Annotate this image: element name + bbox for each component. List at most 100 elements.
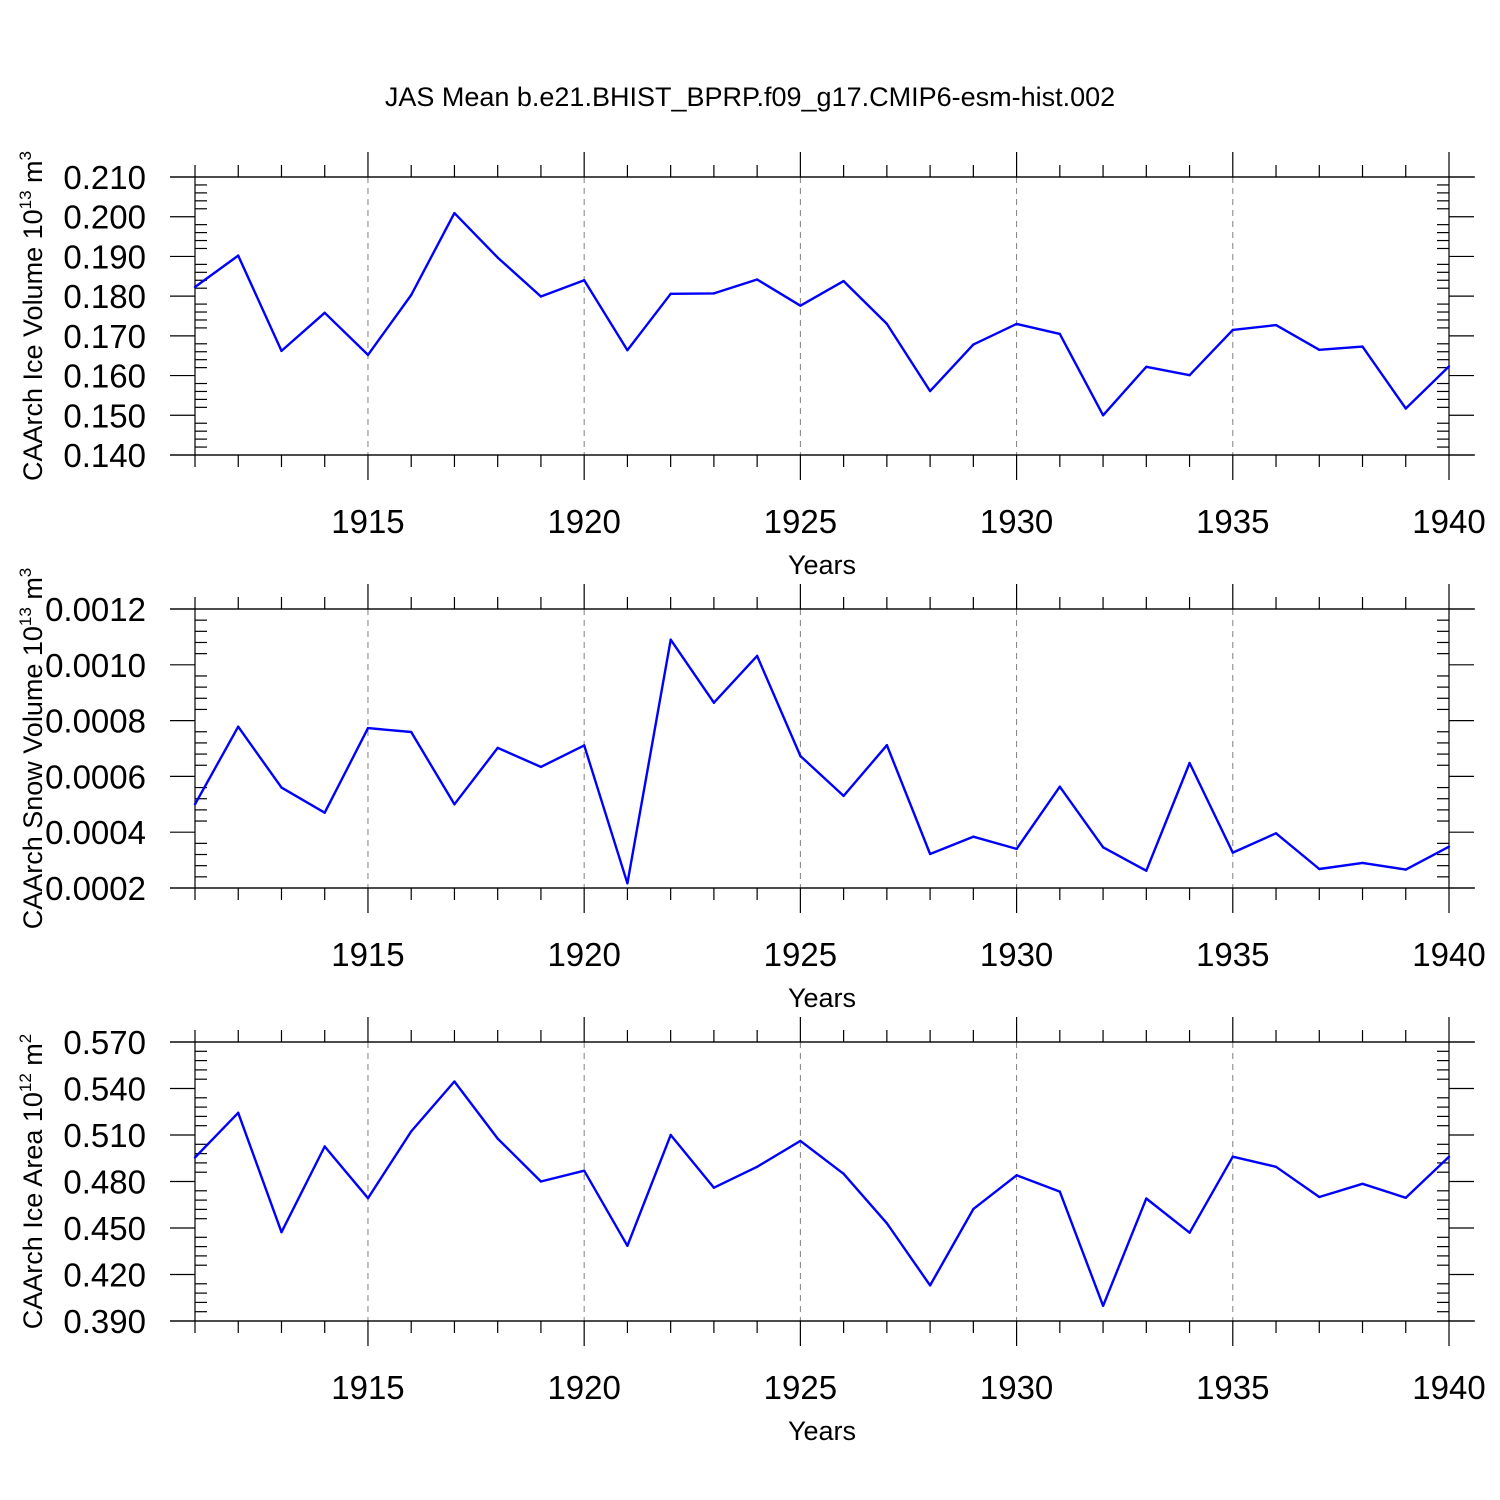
x-tick-label: 1930 <box>980 503 1053 540</box>
data-point <box>972 835 975 838</box>
series-line <box>194 1080 1450 1308</box>
data-point <box>885 322 889 326</box>
y-tick-label: 0.0004 <box>45 814 146 851</box>
data-point <box>1447 845 1451 848</box>
data-point <box>453 1080 456 1083</box>
x-tick-label: 1930 <box>980 1369 1053 1406</box>
x-tick-label: 1920 <box>547 1369 620 1406</box>
data-point <box>280 349 283 353</box>
data-point <box>193 285 197 289</box>
y-tick-label: 0.150 <box>63 397 146 434</box>
data-point <box>1101 846 1105 849</box>
data-point <box>1404 1196 1407 1199</box>
data-point <box>582 279 586 282</box>
y-tick-label: 0.390 <box>63 1303 146 1340</box>
y-tick-label: 0.140 <box>63 437 146 474</box>
y-tick-label: 0.170 <box>63 318 146 355</box>
data-point <box>1101 414 1105 417</box>
data-point <box>1274 323 1278 327</box>
x-axis-title: Years <box>788 983 856 1013</box>
data-point <box>1145 869 1148 872</box>
panel-1: 0.1400.1500.1600.1700.1800.1900.2000.210… <box>16 151 1486 580</box>
data-point <box>1058 332 1062 336</box>
data-point <box>410 1130 413 1133</box>
data-point <box>323 311 326 315</box>
plot-frame <box>194 608 1450 889</box>
data-point <box>1361 1182 1364 1186</box>
data-point <box>885 743 889 747</box>
data-point <box>1231 851 1234 854</box>
data-point <box>1404 407 1407 410</box>
data-point <box>842 794 845 798</box>
data-point <box>1188 1231 1191 1234</box>
panel-3: 0.390 0.420 0.450 0.480 0.510 0.540 0.570 1915 1… <box>16 1017 1486 1446</box>
x-tick-label: 1915 <box>331 503 404 540</box>
data-point <box>539 765 543 769</box>
x-tick-label: 1940 <box>1412 503 1485 540</box>
data-point <box>1145 1197 1148 1200</box>
x-axis-title: Years <box>788 550 856 580</box>
x-tick-label: 1920 <box>547 936 620 973</box>
data-point <box>626 1244 629 1248</box>
data-point <box>1231 328 1234 332</box>
data-point <box>1318 348 1321 351</box>
y-tick-label: 0.480 <box>63 1164 146 1201</box>
data-point <box>582 744 586 747</box>
y-tick-label: 0.0008 <box>45 703 146 740</box>
data-point <box>1274 1165 1278 1168</box>
data-point <box>280 786 283 789</box>
y-tick-label: 0.160 <box>63 358 146 395</box>
data-point <box>366 1197 370 1200</box>
x-tick-label: 1935 <box>1196 503 1269 540</box>
data-point <box>496 746 499 750</box>
data-point <box>582 1169 586 1172</box>
data-point <box>237 725 240 728</box>
data-point <box>712 701 716 704</box>
data-point <box>1361 345 1364 348</box>
data-point <box>669 1133 672 1137</box>
y-tick-label: 0.510 <box>63 1117 146 1154</box>
x-axis-title: Years <box>788 1416 856 1446</box>
data-point <box>453 211 456 215</box>
panel-2: 0.0002 0.0004 0.0006 0.0008 0.0010 0.0012 1915… <box>16 568 1486 1013</box>
y-tick-label: 0.0010 <box>45 647 146 684</box>
data-point <box>1447 1155 1451 1158</box>
x-tick-label: 1940 <box>1412 936 1485 973</box>
x-tick-label: 1935 <box>1196 936 1269 973</box>
data-point <box>1274 832 1278 835</box>
x-tick-label: 1925 <box>764 936 837 973</box>
data-point <box>1145 365 1148 369</box>
data-point <box>755 654 759 658</box>
y-tick-label: 0.420 <box>63 1257 146 1294</box>
data-point <box>1015 847 1018 851</box>
series-line <box>193 638 1450 885</box>
data-point <box>712 292 716 295</box>
data-point <box>842 279 845 283</box>
y-tick-label: 0.0002 <box>45 870 146 907</box>
y-tick-label: 0.190 <box>63 238 146 275</box>
y-tick-label: 0.180 <box>63 278 146 315</box>
y-axis-title: CAArch Ice Area 1012 m2 <box>16 1034 48 1330</box>
plot-frame <box>194 1041 1450 1322</box>
data-point <box>1058 785 1062 788</box>
data-point <box>1058 1190 1062 1193</box>
y-axis-title: CAArch Snow Volume 1013 m3 <box>16 568 48 930</box>
data-point <box>496 1137 499 1140</box>
data-point <box>712 1186 716 1189</box>
x-tick-label: 1925 <box>764 1369 837 1406</box>
data-point <box>1318 1195 1321 1199</box>
x-tick-label: 1915 <box>331 1369 404 1406</box>
data-point <box>366 353 370 357</box>
data-point <box>755 278 759 281</box>
data-point <box>1101 1304 1105 1308</box>
data-point <box>323 811 326 814</box>
data-point <box>885 1222 889 1225</box>
data-point <box>928 1284 932 1287</box>
data-point <box>1361 861 1364 865</box>
data-point <box>1318 867 1321 871</box>
data-point <box>453 803 456 806</box>
data-point <box>626 882 629 885</box>
data-point <box>193 803 197 806</box>
data-point <box>1447 365 1451 368</box>
data-point <box>1231 1155 1234 1158</box>
